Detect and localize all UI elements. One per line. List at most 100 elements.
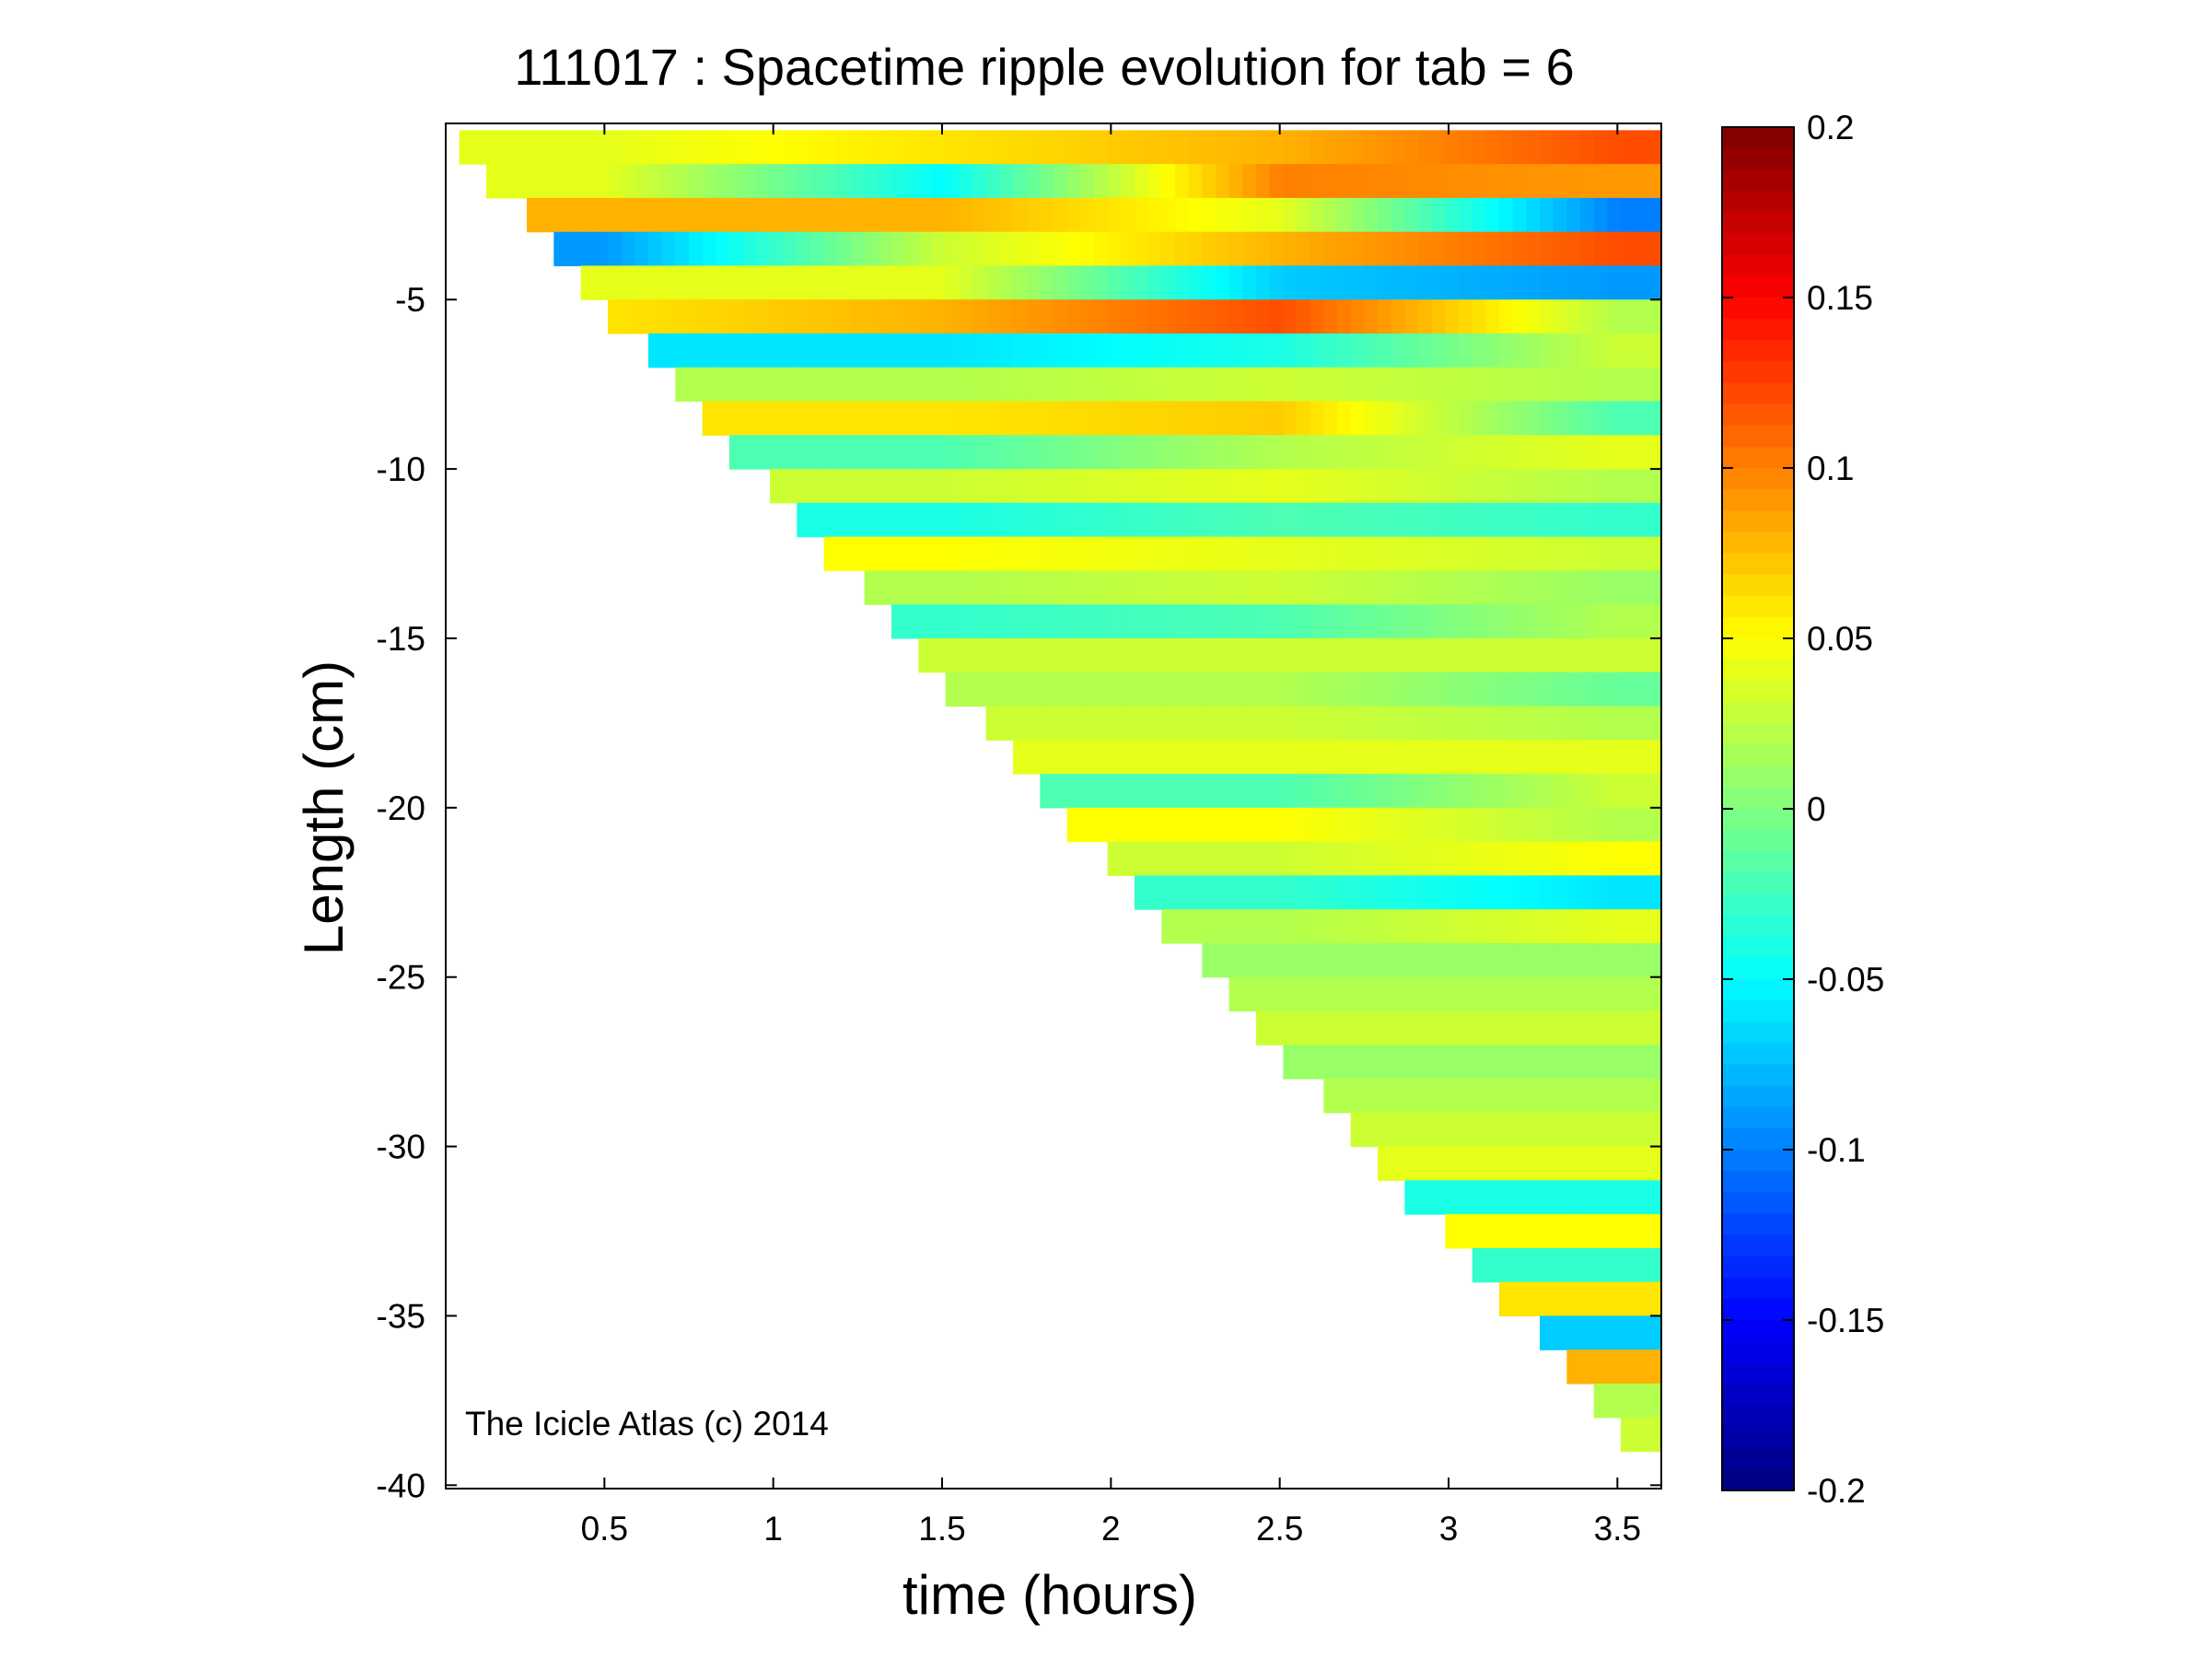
- heatmap-cell: [1216, 231, 1230, 267]
- heatmap-cell: [918, 367, 933, 403]
- heatmap-cell: [1147, 875, 1162, 910]
- heatmap-cell: [1066, 570, 1081, 605]
- heatmap-cell: [1216, 875, 1230, 910]
- heatmap-cell: [1459, 164, 1473, 199]
- heatmap-cell: [810, 265, 825, 300]
- heatmap-cell: [1647, 1349, 1662, 1384]
- heatmap-cell: [1094, 197, 1109, 233]
- heatmap-cell: [1499, 299, 1514, 334]
- heatmap-cell: [1580, 1146, 1595, 1181]
- heatmap-cell: [1228, 130, 1243, 165]
- heatmap-cell: [1094, 502, 1109, 538]
- heatmap-cell: [1188, 909, 1203, 944]
- heatmap-cell: [1026, 637, 1041, 673]
- heatmap-cell: [1647, 299, 1662, 334]
- heatmap-cell: [1256, 740, 1271, 775]
- heatmap-cell: [1323, 1045, 1338, 1080]
- heatmap-cell: [1553, 231, 1567, 267]
- heatmap-cell: [1256, 502, 1271, 538]
- heatmap-cell: [1512, 1281, 1527, 1317]
- heatmap-cell: [1647, 1180, 1662, 1215]
- heatmap-cell: [1540, 367, 1554, 403]
- heatmap-cell: [1147, 637, 1162, 673]
- heatmap-cell: [1269, 333, 1284, 368]
- heatmap-cell: [1013, 740, 1028, 775]
- heatmap-cell: [1459, 1146, 1473, 1181]
- heatmap-cell: [1026, 401, 1041, 436]
- heatmap-cell: [1350, 536, 1365, 572]
- heatmap-cell: [1566, 1045, 1581, 1080]
- heatmap-cell: [1121, 502, 1135, 538]
- heatmap-cell: [1323, 333, 1338, 368]
- heatmap-cell: [1634, 502, 1648, 538]
- heatmap-cell: [1135, 570, 1149, 605]
- heatmap-cell: [513, 130, 528, 165]
- heatmap-cell: [1540, 502, 1554, 538]
- heatmap-cell: [756, 435, 771, 470]
- heatmap-cell: [1054, 401, 1068, 436]
- heatmap-cell: [1593, 164, 1608, 199]
- heatmap-cell: [1459, 435, 1473, 470]
- heatmap-cell: [1499, 164, 1514, 199]
- heatmap-cell: [770, 469, 785, 504]
- heatmap-cell: [1647, 807, 1662, 843]
- heatmap-cell: [1054, 435, 1068, 470]
- heatmap-cell: [1431, 333, 1446, 368]
- heatmap-cell: [1593, 1079, 1608, 1114]
- heatmap-cell: [1621, 570, 1636, 605]
- heatmap-cell: [1580, 875, 1595, 910]
- heatmap-cell: [675, 333, 690, 368]
- heatmap-cell: [810, 367, 825, 403]
- heatmap-cell: [1378, 130, 1392, 165]
- heatmap-cell: [1364, 333, 1379, 368]
- heatmap-cell: [1445, 1180, 1460, 1215]
- heatmap-cell: [1634, 469, 1648, 504]
- heatmap-cell: [878, 367, 892, 403]
- heatmap-cell: [1634, 1384, 1648, 1419]
- heatmap-cell: [985, 672, 1000, 707]
- heatmap-cell: [1147, 469, 1162, 504]
- heatmap-cell: [837, 333, 852, 368]
- heatmap-cell: [1161, 807, 1176, 843]
- heatmap-cell: [1566, 942, 1581, 978]
- heatmap-cell: [945, 367, 960, 403]
- heatmap-cell: [1512, 774, 1527, 809]
- heatmap-cell: [932, 367, 947, 403]
- heatmap-cell: [1418, 1112, 1433, 1148]
- heatmap-cell: [1634, 367, 1648, 403]
- heatmap-cell: [1066, 604, 1081, 639]
- heatmap-cell: [1593, 774, 1608, 809]
- heatmap-cell: [1066, 435, 1081, 470]
- heatmap-cell: [1553, 536, 1567, 572]
- heatmap-cell: [1228, 976, 1243, 1012]
- heatmap-cell: [972, 231, 987, 267]
- heatmap-cell: [1202, 333, 1217, 368]
- heatmap-cell: [1161, 197, 1176, 233]
- heatmap-cell: [527, 197, 541, 233]
- heatmap-cell: [1283, 1045, 1298, 1080]
- heatmap-cell: [1404, 570, 1419, 605]
- heatmap-cell: [1540, 740, 1554, 775]
- heatmap-cell: [918, 469, 933, 504]
- heatmap-cell: [878, 265, 892, 300]
- heatmap-cell: [864, 401, 879, 436]
- heatmap-cell: [1216, 570, 1230, 605]
- heatmap-cell: [1175, 164, 1190, 199]
- heatmap-cell: [1391, 1011, 1405, 1046]
- heatmap-cell: [851, 265, 866, 300]
- heatmap-cell: [823, 130, 838, 165]
- heatmap-cell: [1580, 909, 1595, 944]
- heatmap-cell: [1135, 604, 1149, 639]
- heatmap-cell: [1621, 1247, 1636, 1283]
- heatmap-cell: [1135, 637, 1149, 673]
- heatmap-cell: [1026, 469, 1041, 504]
- heatmap-cell: [945, 197, 960, 233]
- heatmap-cell: [1310, 672, 1324, 707]
- heatmap-cell: [1485, 231, 1500, 267]
- heatmap-cell: [1593, 197, 1608, 233]
- heatmap-cell: [1512, 1112, 1527, 1148]
- heatmap-cell: [1593, 1349, 1608, 1384]
- heatmap-cell: [1485, 333, 1500, 368]
- heatmap-cell: [1418, 604, 1433, 639]
- heatmap-cell: [770, 164, 785, 199]
